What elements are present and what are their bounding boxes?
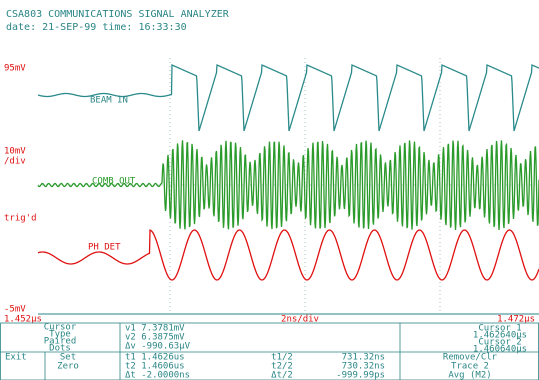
trace-label: BEAM IN	[90, 96, 128, 106]
menu-button: Trace 2	[451, 362, 489, 372]
trace-label: COMB OUT	[92, 177, 136, 187]
menu-label: Cursor	[44, 323, 77, 333]
menu-button: Remove/Clr	[443, 353, 498, 363]
title: CSA803 COMMUNICATIONS SIGNAL ANALYZER	[6, 9, 230, 20]
readout: -999.99ps	[336, 371, 385, 380]
cursor-value: Cursor 2	[478, 338, 521, 348]
waveform	[37, 64, 539, 132]
waveform	[37, 140, 539, 231]
date: date: 21-SEP-99 time: 16:33:30	[6, 22, 187, 33]
menu-label: Paired	[44, 337, 77, 347]
readout: 730.32ns	[342, 362, 385, 372]
menu-button: Set	[60, 353, 76, 363]
time-start: 1.452µs	[4, 315, 42, 325]
time-end: 1.472µs	[497, 315, 535, 325]
readout: Δt -2.0000ns	[125, 371, 190, 380]
scale-top: 95mV	[4, 64, 26, 74]
waveform	[37, 229, 539, 281]
readout: Δt/2	[271, 371, 293, 380]
readout: Δv -990.63µV	[125, 342, 191, 352]
menu-button: Avg (M2)	[448, 371, 491, 380]
readout: v1 7.3781mV	[125, 324, 185, 334]
readout: v2 6.3875mV	[125, 333, 185, 343]
cursor-value: 1.462640µs	[473, 331, 527, 341]
readout: t2 1.4606us	[125, 362, 185, 372]
readout: t2/2	[271, 362, 293, 372]
scale-div: /div	[4, 157, 26, 167]
scale-div: 10mV	[4, 147, 26, 157]
scale-bottom: -5mV	[4, 305, 26, 315]
trace-label: PH DET	[88, 243, 121, 253]
menu-button: Exit	[5, 353, 27, 363]
cursor-value: Cursor 1	[478, 324, 521, 334]
readout: t1/2	[271, 353, 293, 363]
menu-button: Zero	[57, 362, 79, 372]
readout: t1 1.4626us	[125, 353, 185, 363]
readout: 731.32ns	[342, 353, 385, 363]
menu-label: Type	[49, 330, 71, 340]
cursor-value: 1.460640µs	[473, 345, 527, 355]
time-per-div: 2ns/div	[281, 315, 319, 325]
trig-status: trig'd	[4, 214, 37, 224]
menu-label: Dots	[49, 344, 71, 354]
